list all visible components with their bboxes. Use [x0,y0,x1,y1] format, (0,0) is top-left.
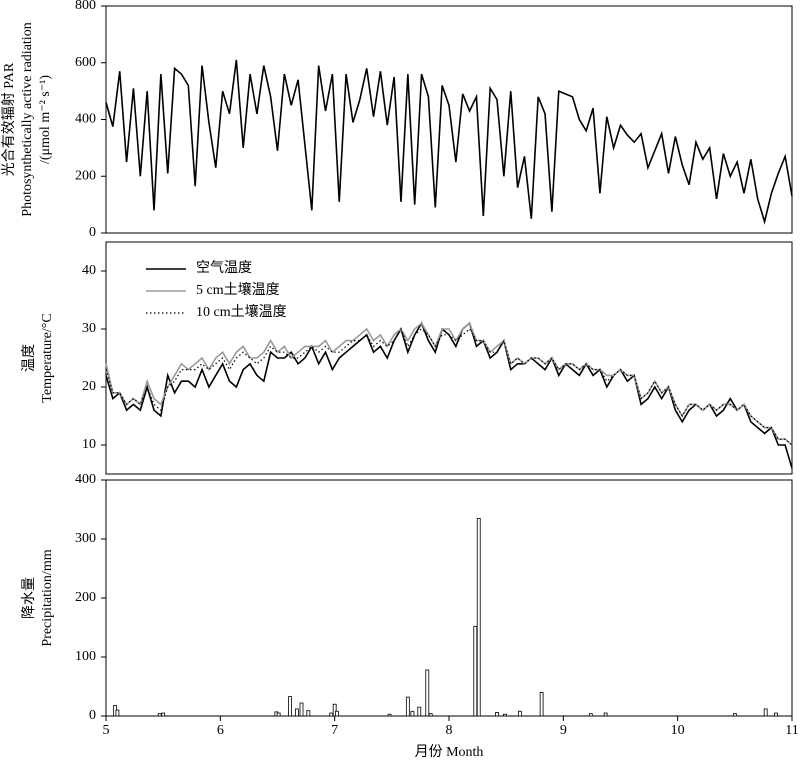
bar [157,713,162,717]
bar [405,696,410,717]
data-line [105,59,793,225]
x-tick-label: 11 [785,723,798,738]
bar [299,702,304,717]
plot-frame [105,241,793,475]
bar [288,696,292,717]
y-tick-label: 400 [75,472,96,487]
bar [763,708,768,717]
bar [115,709,120,717]
bar [588,713,593,717]
y-tick-label: 20 [82,379,96,394]
y-tick-label: 0 [89,708,96,723]
y-axis-label: 降水量 [21,577,37,619]
bar [476,517,481,717]
bar [473,625,478,717]
x-tick-label: 8 [446,723,453,738]
bar [387,713,392,717]
y-tick-label: 0 [89,225,96,240]
y-axis-label: 光合有效辐射 PAR [1,62,17,176]
data-line [105,321,793,446]
y-tick-label: 600 [75,55,96,70]
y-axis-label: Precipitation/mm [40,549,55,646]
y-tick-label: 30 [82,321,96,336]
x-tick-label: 9 [560,723,567,738]
bar [774,712,778,717]
bar [306,710,311,717]
y-axis-label: /(μmol m⁻² s⁻¹) [38,75,53,164]
bar [295,708,299,717]
bar [335,710,339,717]
y-tick-label: 300 [75,531,96,546]
bar [517,710,522,717]
bar [603,712,608,717]
bar [495,712,499,717]
y-axis-label: Photosynthetically active radiation [20,22,35,216]
bar [732,713,737,717]
legend-label: 10 cm土壤温度 [196,303,287,320]
x-tick-label: 10 [671,723,685,738]
x-tick-label: 5 [103,723,110,738]
bar [329,712,334,717]
plot-frame [105,479,793,717]
legend-label: 5 cm土壤温度 [196,281,280,298]
legend-label: 空气温度 [196,260,252,276]
x-axis-label: 月份 Month [415,744,484,760]
bar [332,703,337,717]
bar [276,712,281,717]
bar [539,692,544,717]
y-tick-label: 40 [82,263,96,278]
bar [503,713,507,717]
bar [417,706,422,717]
data-line [105,321,793,469]
bar [410,710,415,717]
y-tick-label: 200 [75,590,96,605]
y-axis-label: Temperature/°C [40,313,55,402]
y-axis-label: 温度 [21,344,37,372]
x-tick-label: 6 [217,723,224,738]
bar [425,669,430,717]
data-line [105,327,793,446]
x-tick-label: 7 [331,723,338,738]
y-tick-label: 10 [82,437,96,452]
y-tick-label: 400 [75,112,96,127]
bar [428,713,433,717]
y-tick-label: 800 [75,0,96,13]
bar [161,712,166,717]
y-tick-label: 100 [75,649,96,664]
y-tick-label: 200 [75,168,96,183]
